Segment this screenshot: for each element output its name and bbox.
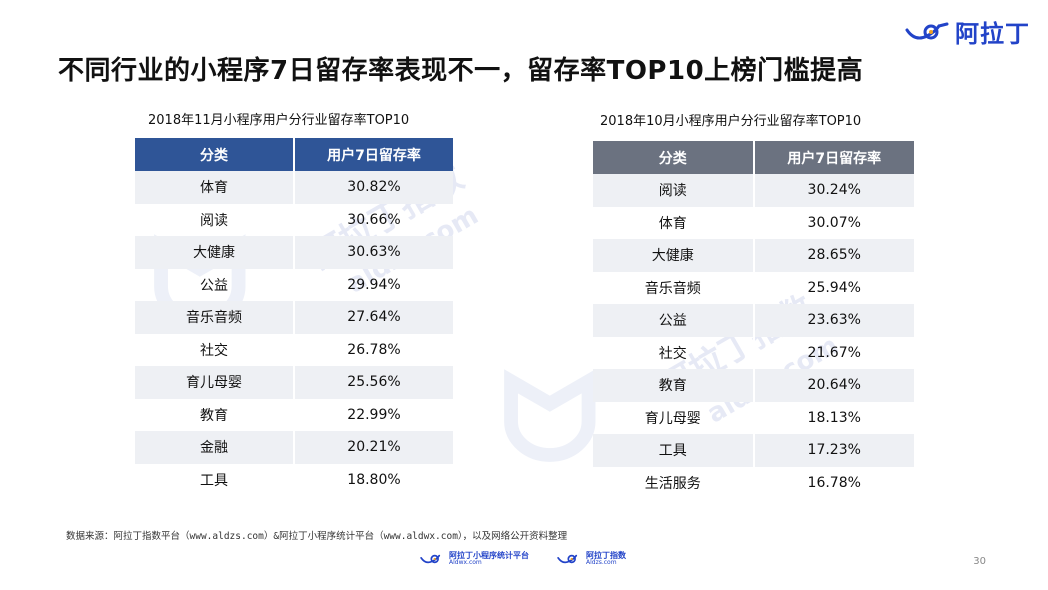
table-row: 金融 20.21% [135,431,453,464]
category-cell: 工具 [200,472,228,489]
header-category: 分类 [135,138,293,171]
right-table-caption: 2018年10月小程序用户分行业留存率TOP10 [600,114,862,129]
category-cell: 阅读 [593,174,753,207]
table-row: 大健康 28.65% [593,239,914,272]
brand-logo: 阿拉丁 [905,14,1030,49]
category-cell: 大健康 [135,236,293,269]
source-note: 数据来源：阿拉丁指数平台（www.aldzs.com）&阿拉丁小程序统计平台（w… [66,531,568,542]
retention-cell: 26.78% [293,333,453,366]
category-cell: 金融 [135,431,293,464]
table-row: 音乐音频 25.94% [593,271,915,304]
aladdin-lamp-icon [557,554,578,564]
aldwx-logo-name: 阿拉丁小程序统计平台 [449,551,529,560]
table-row: 工具 17.23% [593,434,914,467]
retention-cell: 17.23% [752,434,914,467]
retention-cell: 25.94% [752,271,915,304]
retention-cell: 25.56% [293,366,453,399]
retention-cell: 18.13% [752,401,915,434]
category-cell: 公益 [593,304,753,337]
retention-cell: 20.64% [752,369,914,402]
table-row: 阅读 30.24% [593,174,914,207]
aldzs-logo-url: Aldzs.com [586,559,617,566]
table-header-row: 分类 用户7日留存率 [593,141,914,174]
retention-cell: 30.24% [752,174,914,207]
header-category: 分类 [593,141,753,174]
retention-cell: 30.82% [293,171,453,204]
watermark-logo-right: ᗢ [500,350,600,489]
category-cell: 音乐音频 [644,280,701,297]
category-cell: 教育 [200,407,228,424]
category-cell: 体育 [135,171,293,204]
retention-cell: 30.07% [752,206,915,239]
retention-cell: 29.94% [293,268,453,301]
category-cell: 体育 [658,215,687,232]
page-title: 不同行业的小程序7日留存率表现不一，留存率TOP10上榜门槛提高 [58,56,864,86]
aldwx-logo: 阿拉丁小程序统计平台 Aldwx.com [420,552,529,566]
aladdin-lamp-icon [420,554,441,564]
table-row: 社交 21.67% [593,336,915,369]
table-header-row: 分类 用户7日留存率 [135,138,453,171]
november-retention-table: 分类 用户7日留存率 体育 30.82% 阅读 30.66% 大健康 30.63% 公… [135,138,453,496]
table-row: 公益 29.94% [135,268,453,301]
footer-logos: 阿拉丁小程序统计平台 Aldwx.com 阿拉丁指数 Aldzs.com [420,552,626,566]
category-cell: 教育 [593,369,753,402]
retention-cell: 18.80% [293,463,453,496]
table-row: 公益 23.63% [593,304,914,337]
retention-cell: 30.63% [293,236,453,269]
retention-cell: 16.78% [752,466,915,499]
table-row: 教育 22.99% [135,398,453,431]
aldzs-logo: 阿拉丁指数 Aldzs.com [557,552,626,566]
category-cell: 大健康 [593,239,753,272]
table-row: 社交 26.78% [135,333,453,366]
retention-cell: 30.66% [293,203,453,236]
category-cell: 育儿母婴 [644,410,701,427]
table-row: 生活服务 16.78% [593,466,915,499]
aldwx-logo-url: Aldwx.com [449,559,482,566]
retention-cell: 20.21% [293,431,453,464]
header-retention: 用户7日留存率 [752,141,914,174]
retention-cell: 27.64% [293,301,453,334]
category-cell: 生活服务 [644,475,701,492]
left-table-caption: 2018年11月小程序用户分行业留存率TOP10 [148,113,410,128]
table-row: 育儿母婴 25.56% [135,366,453,399]
category-cell: 阅读 [200,212,228,229]
header-retention: 用户7日留存率 [293,138,453,171]
category-cell: 社交 [200,342,228,359]
table-row: 育儿母婴 18.13% [593,401,915,434]
category-cell: 公益 [200,277,228,294]
retention-cell: 22.99% [293,398,453,431]
table-row: 教育 20.64% [593,369,914,402]
aldzs-logo-name: 阿拉丁指数 [586,551,626,560]
category-cell: 音乐音频 [135,301,293,334]
table-row: 工具 18.80% [135,463,453,496]
aladdin-lamp-icon [905,22,949,39]
table-row: 大健康 30.63% [135,236,453,269]
brand-name: 阿拉丁 [955,20,1030,48]
table-row: 体育 30.07% [593,206,915,239]
category-cell: 育儿母婴 [135,366,293,399]
table-row: 音乐音频 27.64% [135,301,453,334]
october-retention-table: 分类 用户7日留存率 阅读 30.24% 体育 30.07% 大健康 28.65% 音… [593,141,914,499]
category-cell: 社交 [658,345,687,362]
table-row: 阅读 30.66% [135,203,453,236]
retention-cell: 21.67% [752,336,915,369]
retention-cell: 23.63% [752,304,914,337]
retention-cell: 28.65% [752,239,914,272]
category-cell: 工具 [593,434,753,467]
page-number: 30 [973,556,986,567]
table-row: 体育 30.82% [135,171,453,204]
